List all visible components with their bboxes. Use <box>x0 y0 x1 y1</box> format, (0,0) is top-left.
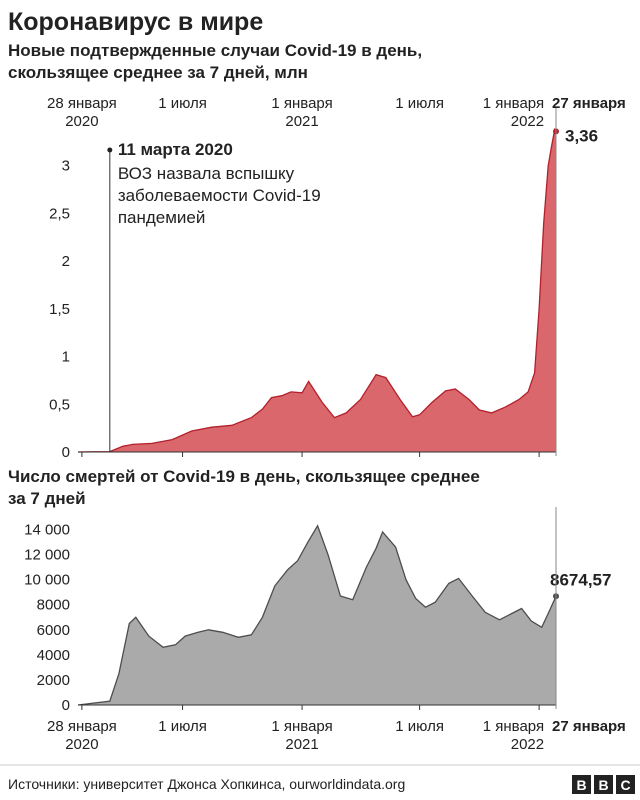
tick-line: 1 июля <box>158 718 207 735</box>
x-tick-label: 1 июля <box>395 95 444 112</box>
chart-title: скользящее среднее за 7 дней, млн <box>8 63 308 82</box>
y-tick-label: 2 <box>62 253 70 270</box>
y-tick-label: 4000 <box>37 647 70 664</box>
line <box>77 127 557 453</box>
tick-line: 2020 <box>65 113 98 130</box>
chart: Новые подтвержденные случаи Covid-19 в д… <box>8 41 626 461</box>
x-tick-label: 1 июля <box>158 718 207 735</box>
y-tick-label: 0 <box>62 697 70 714</box>
logo-letter: B <box>576 777 586 793</box>
x-tick-label: 1 июля <box>158 95 207 112</box>
value-label: 3,36 <box>565 126 598 145</box>
tick-line: 2020 <box>65 736 98 753</box>
tick-line: 2022 <box>511 113 544 130</box>
tick-line: 1 января <box>483 718 544 735</box>
x-tick-label: 27 января <box>552 718 626 735</box>
y-tick-label: 10 000 <box>24 572 70 589</box>
y-tick-label: 0 <box>62 444 70 461</box>
x-tick-label: 28 января 2020 <box>47 718 117 753</box>
y-tick-label: 8000 <box>37 597 70 614</box>
chart-title: Число смертей от Covid-19 в день, скольз… <box>8 467 480 486</box>
annotation-text: заболеваемости Covid-19 <box>118 186 321 205</box>
x-tick-label: 1 января 2022 <box>483 95 544 130</box>
x-tick-label: 1 января 2021 <box>271 95 332 130</box>
y-tick-label: 0,5 <box>49 396 70 413</box>
tick-line: 28 января <box>47 718 117 735</box>
annotation-dot <box>107 147 113 153</box>
y-tick-label: 1 <box>62 349 70 366</box>
annotation-text: ВОЗ назвала вспышку <box>118 164 295 183</box>
logo-letter: B <box>598 777 608 793</box>
y-tick-label: 2000 <box>37 672 70 689</box>
tick-line: 1 января <box>483 95 544 112</box>
x-tick-label: 1 июля <box>395 718 444 735</box>
y-tick-label: 3 <box>62 158 70 175</box>
tick-line: 1 июля <box>395 718 444 735</box>
logo-box <box>594 775 613 794</box>
tick-line: 2021 <box>285 113 318 130</box>
tick-line: 1 июля <box>158 95 207 112</box>
tick-line: 1 января <box>271 718 332 735</box>
chart-title: за 7 дней <box>8 489 86 508</box>
tick-line: 1 января <box>271 95 332 112</box>
x-tick-label: 1 января 2021 <box>271 718 332 753</box>
line <box>77 524 557 706</box>
tick-line: 27 января <box>552 718 626 735</box>
area <box>78 129 556 452</box>
logo-box <box>572 775 591 794</box>
annotation-title: 11 марта 2020 <box>118 140 233 159</box>
y-tick-label: 6000 <box>37 622 70 639</box>
logo-box <box>616 775 635 794</box>
x-tick-label: 1 января 2022 <box>483 718 544 753</box>
bbc-logo: B B C <box>572 775 635 794</box>
tick-line: 1 июля <box>395 95 444 112</box>
tick-line: 2022 <box>511 736 544 753</box>
annotation-text: пандемией <box>118 208 206 227</box>
chart: Число смертей от Covid-19 в день, скольз… <box>8 467 626 753</box>
tick-line: 28 января <box>47 95 117 112</box>
source: Источники: университет Джонса Хопкинса, … <box>8 776 405 792</box>
y-tick-label: 12 000 <box>24 547 70 564</box>
area <box>78 525 556 705</box>
y-tick-label: 1,5 <box>49 301 70 318</box>
y-tick-label: 14 000 <box>24 522 70 539</box>
tick-line: 2021 <box>285 736 318 753</box>
page-title: Коронавирус в мире <box>8 8 263 36</box>
chart-title: Новые подтвержденные случаи Covid-19 в д… <box>8 41 422 60</box>
tick-line: 27 января <box>552 95 626 112</box>
x-tick-label: 28 января 2020 <box>47 95 117 130</box>
logo-letter: C <box>620 777 630 793</box>
value-label: 8674,57 <box>550 570 611 589</box>
x-tick-label: 27 января <box>552 95 626 112</box>
y-tick-label: 2,5 <box>49 205 70 222</box>
